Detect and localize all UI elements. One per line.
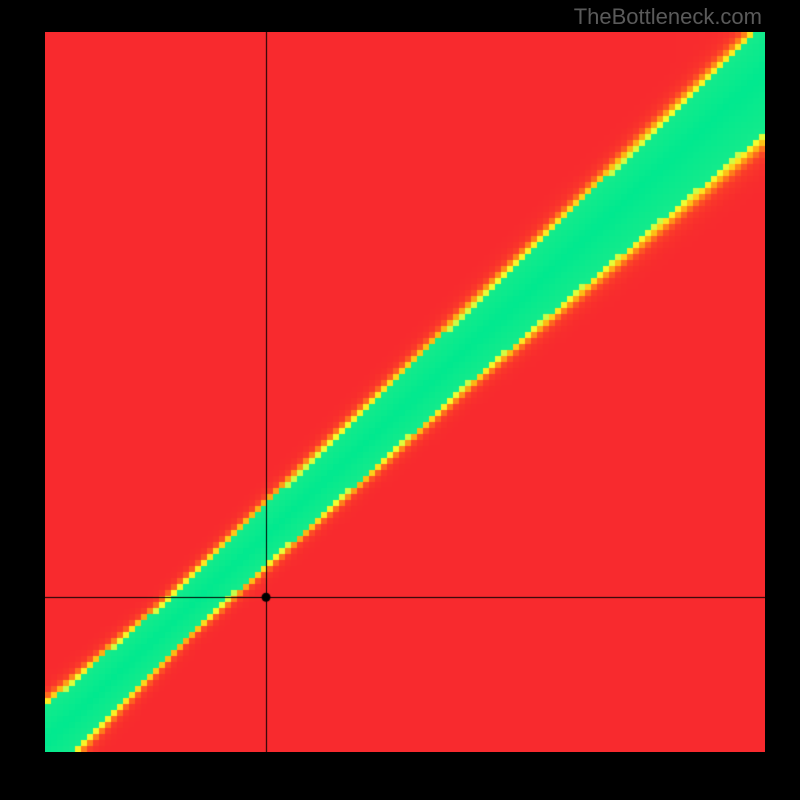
watermark-text: TheBottleneck.com: [574, 4, 762, 30]
bottleneck-heatmap: [45, 32, 765, 752]
chart-container: TheBottleneck.com: [0, 0, 800, 800]
